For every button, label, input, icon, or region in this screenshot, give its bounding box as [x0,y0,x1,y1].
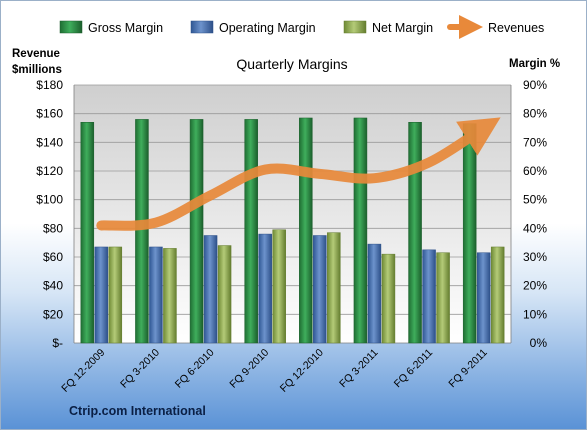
bar-gross-margin [80,122,95,344]
left-tick-label: $20 [43,307,63,321]
right-tick-label: 50% [523,193,547,207]
bar-gross-margin [462,123,477,344]
legend-label-gross: Gross Margin [88,21,163,35]
bar-operating-margin [422,249,436,344]
x-tick-label: FQ 9-2010 [227,347,271,391]
right-tick-label: 90% [523,78,547,92]
right-tick-label: 40% [523,221,547,235]
bar-gross-margin [408,122,422,344]
bar-operating-margin [94,246,109,344]
bar-net-margin [163,248,177,344]
x-tick-label: FQ 6-2011 [392,347,436,391]
legend-swatch-net [343,20,367,34]
right-tick-label: 0% [530,336,548,350]
bar-operating-margin [203,235,218,344]
x-tick-label: FQ 9-2011 [446,347,490,391]
left-axis-label-line1: Revenue [12,48,60,60]
chart-title: Quarterly Margins [236,56,347,72]
bar-gross-margin [244,119,258,344]
left-tick-label: $- [52,336,63,350]
bar-operating-margin [476,252,491,344]
right-axis-label: Margin % [509,58,560,70]
right-tick-label: 10% [523,307,547,321]
x-tick-label: FQ 3-2010 [118,347,162,391]
left-tick-label: $160 [36,107,63,121]
bar-net-margin [381,253,396,344]
bar-operating-margin [258,233,272,344]
bar-net-margin [490,246,505,344]
left-tick-label: $60 [43,250,63,264]
left-axis-label-line2: $millions [12,64,62,76]
bar-operating-margin [313,235,327,344]
left-tick-label: $120 [36,164,63,178]
legend-swatch-operating [190,20,214,34]
bar-operating-margin [367,243,382,344]
bar-gross-margin [299,117,313,344]
legend-label-revenues: Revenues [488,21,544,35]
bar-gross-margin [189,119,204,344]
bar-gross-margin [135,119,149,344]
source-label: Ctrip.com International [69,404,206,418]
right-tick-label: 30% [523,250,547,264]
left-tick-label: $180 [36,78,63,92]
bar-gross-margin [353,117,368,344]
left-tick-label: $80 [43,221,63,235]
left-tick-label: $140 [36,135,63,149]
x-tick-label: FQ 12-2010 [278,347,326,395]
right-tick-label: 20% [523,279,547,293]
bar-net-margin [436,252,450,344]
bar-operating-margin [149,246,163,344]
bar-net-margin [327,232,341,344]
left-tick-label: $100 [36,193,63,207]
legend-swatch-gross [59,20,83,34]
right-tick-label: 80% [523,107,547,121]
revenue-line [96,117,501,231]
right-tick-label: 60% [523,164,547,178]
x-tick-label: FQ 12-2009 [59,347,107,395]
bar-net-margin [217,245,232,344]
legend-label-operating: Operating Margin [219,21,316,35]
right-tick-label: 70% [523,135,547,149]
bar-net-margin [108,246,123,344]
bar-net-margin [272,229,286,344]
legend-label-net: Net Margin [372,21,433,35]
bar-series [80,117,505,344]
x-tick-label: FQ 3-2011 [337,347,381,391]
legend: Gross Margin Operating Margin Net Margin… [59,15,544,39]
left-tick-label: $40 [43,279,63,293]
x-tick-label: FQ 6-2010 [173,347,217,391]
